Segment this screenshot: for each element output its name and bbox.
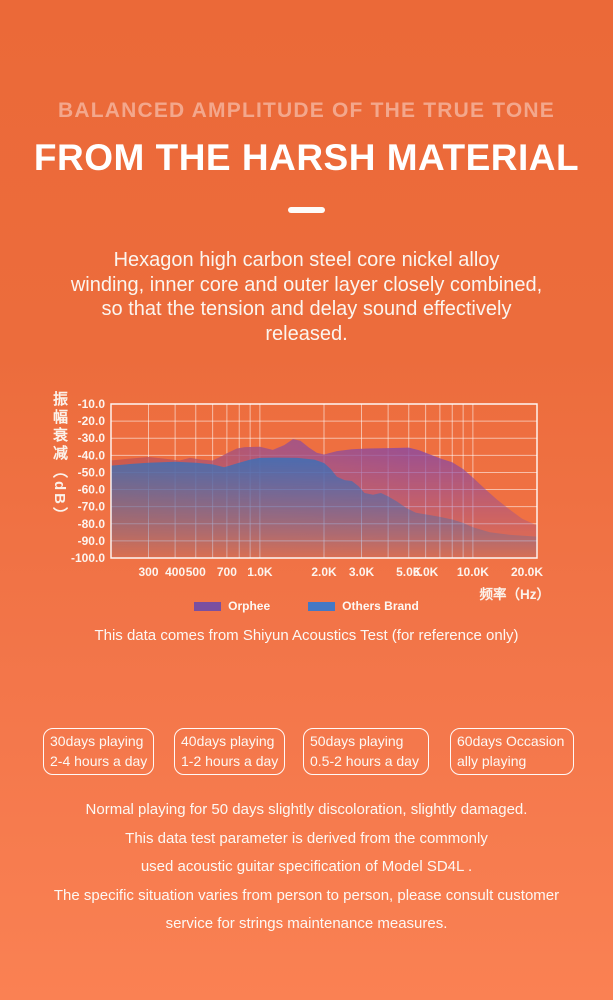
- intro-line: Hexagon high carbon steel core nickel al…: [113, 249, 500, 271]
- y-tick-label: -40.0: [78, 448, 106, 462]
- y-tick-label: -30.0: [78, 431, 106, 445]
- x-tick-label: 700: [217, 565, 237, 579]
- x-tick-label: 20.0K: [511, 565, 543, 579]
- duration-box-line: 60days Occasion: [457, 733, 565, 749]
- y-tick-label: -70.0: [78, 500, 106, 514]
- x-tick-label: 5.0K: [396, 565, 422, 579]
- page-title: FROM THE HARSH MATERIAL: [33, 137, 580, 178]
- header-subtitle: BALANCED AMPLITUDE OF THE TRUE TONE: [58, 99, 555, 122]
- legend-item-others: Others Brand: [308, 599, 419, 613]
- duration-box-line: 2-4 hours a day: [50, 753, 148, 769]
- duration-box-30days: 30days playing 2-4 hours a day: [43, 728, 154, 775]
- footer-line: used acoustic guitar specification of Mo…: [140, 858, 473, 875]
- intro-line: winding, inner core and outer layer clos…: [70, 273, 543, 296]
- duration-box-line: 50days playing: [310, 733, 404, 749]
- legend-label-others: Others Brand: [342, 599, 419, 613]
- x-tick-label: 10.0K: [457, 565, 489, 579]
- legend-label-orphee: Orphee: [228, 599, 271, 613]
- intro-line: so that the tension and delay sound effe…: [101, 298, 512, 320]
- legend-item-orphee: Orphee: [194, 599, 270, 613]
- y-axis-title: 振幅衰减（dB）: [51, 391, 68, 525]
- y-tick-label: -10.0: [78, 397, 106, 411]
- chart-caption: This data comes from Shiyun Acoustics Te…: [94, 627, 519, 644]
- footer-note: Normal playing for 50 days slightly disc…: [0, 801, 613, 944]
- duration-box-line: 0.5-2 hours a day: [310, 753, 419, 769]
- duration-box-line: 1-2 hours a day: [181, 753, 279, 769]
- x-tick-label: 1.0K: [247, 565, 273, 579]
- footer-line: Normal playing for 50 days slightly disc…: [85, 801, 528, 818]
- plot-border: [110, 403, 538, 559]
- x-tick-label: 500: [186, 565, 206, 579]
- x-tick-label: 2.0K: [311, 565, 337, 579]
- others-swatch-icon: [308, 601, 336, 611]
- footer-line: service for strings maintenance measures…: [165, 915, 448, 932]
- x-tick-label: 3.0K: [349, 565, 375, 579]
- duration-box-40days: 40days playing 1-2 hours a day: [174, 728, 285, 775]
- intro-line: released.: [265, 322, 348, 345]
- area-others-brand: [111, 457, 537, 558]
- duration-box-50days: 50days playing 0.5-2 hours a day: [303, 728, 429, 775]
- title-divider: [288, 207, 325, 213]
- intro-paragraph: Hexagon high carbon steel core nickel al…: [0, 248, 613, 346]
- duration-box-60days: 60days Occasion ally playing: [450, 728, 574, 775]
- x-tick-label: 300: [138, 565, 158, 579]
- duration-box-line: 40days playing: [181, 733, 275, 749]
- duration-box-line: ally playing: [457, 753, 527, 769]
- y-tick-label: -90.0: [78, 534, 106, 548]
- y-tick-label: -100.0: [71, 551, 105, 565]
- footer-line: The specific situation varies from perso…: [53, 886, 560, 904]
- footer-line: This data test parameter is derived from…: [125, 829, 488, 847]
- y-tick-label: -20.0: [78, 414, 106, 428]
- x-tick-label: 400: [165, 565, 185, 579]
- y-tick-label: -60.0: [78, 483, 106, 497]
- duration-box-line: 30days playing: [50, 733, 144, 749]
- chart-legend: Orphee Others Brand: [0, 599, 613, 613]
- y-tick-label: -80.0: [78, 517, 106, 531]
- x-tick-label: 6.0K: [413, 565, 439, 579]
- orphee-swatch-icon: [194, 601, 222, 611]
- x-axis-title: 频率（Hz）: [479, 587, 551, 602]
- y-tick-label: -50.0: [78, 465, 106, 479]
